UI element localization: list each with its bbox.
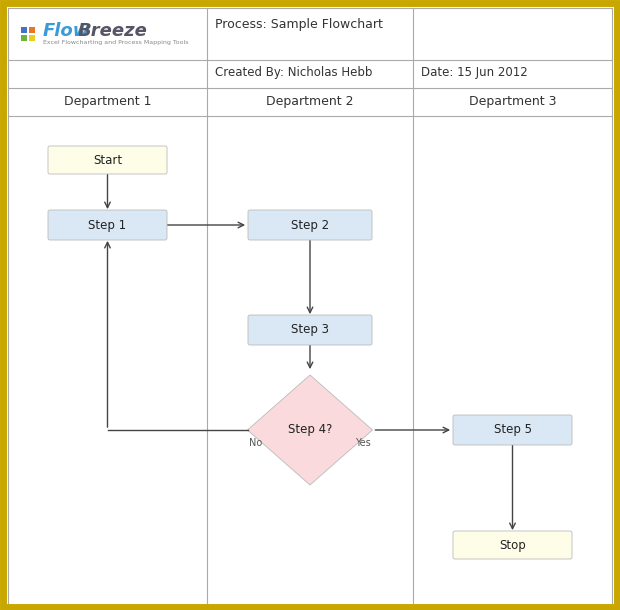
FancyBboxPatch shape — [48, 210, 167, 240]
FancyBboxPatch shape — [248, 210, 372, 240]
FancyBboxPatch shape — [453, 531, 572, 559]
Text: Step 3: Step 3 — [291, 323, 329, 337]
Text: Flow: Flow — [43, 22, 91, 40]
Text: Step 1: Step 1 — [89, 218, 126, 232]
Bar — [29, 35, 35, 41]
Text: Department 1: Department 1 — [64, 96, 151, 109]
Text: Department 3: Department 3 — [469, 96, 556, 109]
Bar — [21, 27, 27, 34]
Text: Process: Sample Flowchart: Process: Sample Flowchart — [215, 18, 383, 31]
Text: Yes: Yes — [355, 438, 371, 448]
Bar — [29, 27, 35, 34]
Polygon shape — [247, 375, 373, 485]
Text: Step 2: Step 2 — [291, 218, 329, 232]
Text: Created By: Nicholas Hebb: Created By: Nicholas Hebb — [215, 66, 373, 79]
FancyBboxPatch shape — [248, 315, 372, 345]
Bar — [21, 35, 27, 41]
Text: Stop: Stop — [499, 539, 526, 551]
Text: Breeze: Breeze — [78, 22, 148, 40]
Text: Step 4?: Step 4? — [288, 423, 332, 437]
Text: Department 2: Department 2 — [266, 96, 354, 109]
FancyBboxPatch shape — [48, 146, 167, 174]
Text: Excel Flowcharting and Process Mapping Tools: Excel Flowcharting and Process Mapping T… — [43, 40, 188, 45]
Text: Start: Start — [93, 154, 122, 167]
Text: Step 5: Step 5 — [494, 423, 531, 437]
Text: No: No — [249, 438, 263, 448]
FancyBboxPatch shape — [453, 415, 572, 445]
Text: Date: 15 Jun 2012: Date: 15 Jun 2012 — [421, 66, 528, 79]
